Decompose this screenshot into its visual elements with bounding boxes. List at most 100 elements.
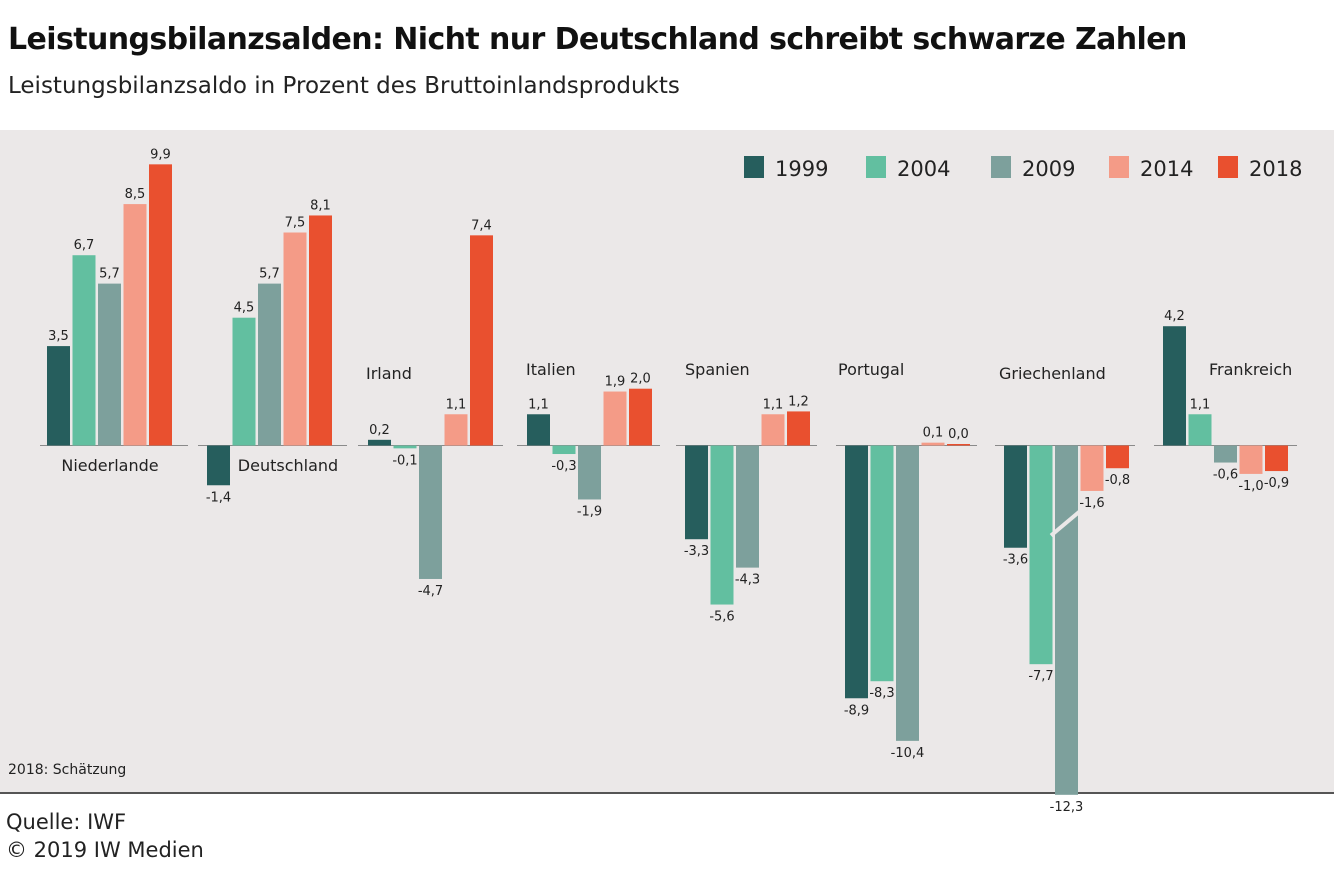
- bar-niederlande-2009: [98, 283, 121, 446]
- legend-swatch-1999: [744, 156, 764, 178]
- bar-niederlande-2018: [149, 164, 172, 446]
- data-label-frankreich-2009: -0,6: [1213, 468, 1238, 483]
- data-label-irland-2004: -0,1: [392, 453, 417, 468]
- legend-label-2009: 2009: [1022, 157, 1075, 181]
- data-label-spanien-2018: 1,2: [788, 394, 809, 409]
- bar-spanien-2004: [710, 445, 734, 605]
- bar-niederlande-2004: [72, 255, 96, 446]
- category-label-griechenland: Griechenland: [999, 364, 1106, 383]
- data-label-irland-2014: 1,1: [446, 397, 467, 412]
- data-label-portugal-2018: 0,0: [948, 427, 969, 442]
- category-label-deutschland: Deutschland: [238, 456, 338, 475]
- category-label-frankreich: Frankreich: [1209, 360, 1292, 379]
- bar-spanien-2009: [736, 445, 759, 568]
- copyright-text: © 2019 IW Medien: [6, 838, 204, 862]
- legend-label-1999: 1999: [775, 157, 828, 181]
- legend-swatch-2009: [991, 156, 1011, 178]
- data-label-griechenland-2004: -7,7: [1028, 669, 1053, 684]
- data-label-irland-2018: 7,4: [471, 218, 492, 233]
- bar-spanien-2014: [761, 414, 785, 446]
- data-label-griechenland-2018: -0,8: [1105, 473, 1130, 488]
- bar-deutschland-1999: [207, 445, 230, 486]
- data-label-frankreich-2004: 1,1: [1190, 397, 1211, 412]
- bar-griechenland-2004: [1029, 445, 1053, 665]
- data-label-niederlande-2004: 6,7: [74, 238, 95, 253]
- bar-portugal-2018: [947, 444, 970, 446]
- bar-italien-2018: [629, 388, 652, 446]
- bar-niederlande-2014: [123, 204, 147, 446]
- category-label-spanien: Spanien: [685, 360, 750, 379]
- bar-italien-2014: [603, 391, 627, 446]
- bar-deutschland-2009: [258, 283, 281, 446]
- data-label-griechenland-2014: -1,6: [1079, 496, 1104, 511]
- bar-deutschland-2018: [309, 215, 332, 446]
- data-label-deutschland-2018: 8,1: [310, 198, 331, 213]
- chart-subtitle: Leistungsbilanzsaldo in Prozent des Brut…: [8, 73, 680, 99]
- bar-portugal-2004: [870, 445, 894, 682]
- bar-spanien-2018: [787, 411, 810, 446]
- category-label-italien: Italien: [526, 360, 576, 379]
- bar-irland-1999: [368, 439, 391, 446]
- data-label-irland-1999: 0,2: [369, 423, 390, 438]
- legend-swatch-2004: [866, 156, 886, 178]
- estimate-note: 2018: Schätzung: [8, 762, 127, 778]
- legend-label-2004: 2004: [897, 157, 950, 181]
- bar-deutschland-2014: [283, 232, 307, 446]
- data-label-italien-1999: 1,1: [528, 397, 549, 412]
- axis-break-mark: [1049, 507, 1084, 538]
- category-label-irland: Irland: [366, 364, 412, 383]
- data-labels: 3,5 6,7 5,7 8,5 9,9 -1,4 4,5 5,7 7,5 8,1 0,2-0,1 -4…: [48, 147, 1289, 814]
- bar-niederlande-1999: [47, 346, 70, 446]
- source-text: Quelle: IWF: [6, 810, 127, 834]
- bar-italien-2004: [552, 445, 576, 455]
- bar-frankreich-1999: [1163, 326, 1186, 446]
- bar-irland-2009: [419, 445, 442, 579]
- data-label-niederlande-1999: 3,5: [48, 329, 69, 344]
- data-label-frankreich-2014: -1,0: [1238, 479, 1263, 494]
- bar-griechenland-1999: [1004, 445, 1027, 548]
- bar-frankreich-2018: [1265, 445, 1288, 472]
- data-label-italien-2009: -1,9: [577, 504, 602, 519]
- bar-spanien-1999: [685, 445, 708, 540]
- bar-portugal-2009: [896, 445, 919, 741]
- data-label-italien-2018: 2,0: [630, 372, 651, 387]
- data-label-griechenland-1999: -3,6: [1003, 553, 1028, 568]
- legend-label-2014: 2014: [1140, 157, 1193, 181]
- bar-griechenland-2018: [1106, 445, 1129, 469]
- data-label-portugal-2014: 0,1: [923, 426, 944, 441]
- category-label-portugal: Portugal: [838, 360, 904, 379]
- chart-title: Leistungsbilanzsalden: Nicht nur Deutsch…: [8, 22, 1187, 57]
- bar-griechenland-2009: [1055, 445, 1078, 795]
- bar-italien-2009: [578, 445, 601, 500]
- bar-italien-1999: [527, 414, 550, 446]
- bar-portugal-1999: [845, 445, 868, 699]
- data-label-deutschland-2014: 7,5: [285, 216, 306, 231]
- bottom-divider: [0, 792, 1334, 794]
- legend: 1999 2004 2009 2014 2018: [744, 156, 1302, 181]
- bars: [47, 164, 1288, 795]
- data-label-spanien-1999: -3,3: [684, 544, 709, 559]
- bar-irland-2018: [470, 235, 493, 446]
- data-label-italien-2004: -0,3: [551, 459, 576, 474]
- data-label-griechenland-2009: -12,3: [1050, 800, 1084, 815]
- data-label-deutschland-2009: 5,7: [259, 267, 280, 282]
- legend-label-2018: 2018: [1249, 157, 1302, 181]
- data-label-spanien-2004: -5,6: [709, 610, 734, 625]
- data-label-deutschland-1999: -1,4: [206, 490, 231, 505]
- data-label-deutschland-2004: 4,5: [234, 301, 255, 316]
- legend-swatch-2018: [1218, 156, 1238, 178]
- data-label-portugal-1999: -8,9: [844, 703, 869, 718]
- data-label-irland-2009: -4,7: [418, 584, 443, 599]
- data-label-portugal-2004: -8,3: [869, 686, 894, 701]
- category-label-niederlande: Niederlande: [61, 456, 158, 475]
- category-labels: Niederlande Deutschland Irland Italien Spani…: [61, 360, 1292, 475]
- data-label-niederlande-2018: 9,9: [150, 147, 171, 162]
- bar-irland-2004: [393, 445, 417, 449]
- bar-frankreich-2009: [1214, 445, 1237, 463]
- data-label-frankreich-2018: -0,9: [1264, 476, 1289, 491]
- bar-portugal-2014: [921, 442, 945, 446]
- legend-swatch-2014: [1109, 156, 1129, 178]
- data-label-spanien-2014: 1,1: [763, 397, 784, 412]
- data-label-niederlande-2014: 8,5: [125, 187, 146, 202]
